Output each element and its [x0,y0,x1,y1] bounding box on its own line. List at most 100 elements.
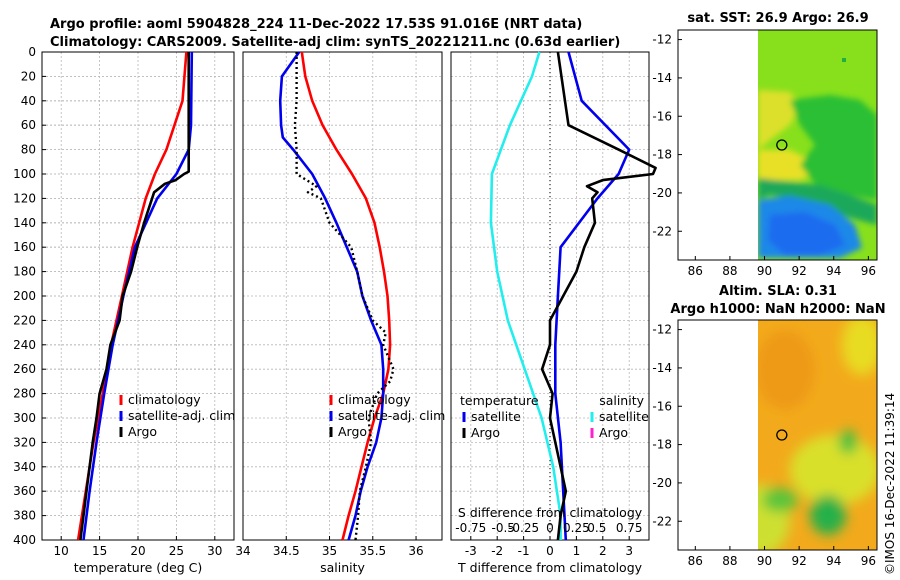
y-tick-label: 320 [13,435,36,449]
y-tick-label: 400 [13,533,36,547]
sst-dot [842,58,846,62]
legend-label: satellite [471,409,521,424]
x-tick-label: 1 [573,544,581,558]
x-axis-label: salinity [320,560,365,575]
x-tick-label: 34.5 [273,544,300,558]
map-y-tick-label: -14 [652,71,672,85]
y-tick-label: 140 [13,216,36,230]
map-y-tick-label: -14 [652,361,672,375]
sla-map-frame [677,319,878,551]
legend-label: Argo [599,425,628,440]
map-x-tick-label: 86 [688,554,703,568]
top-tick-label: -0.25 [508,521,539,535]
header-line2: Climatology: CARS2009. Satellite-adj cli… [50,35,620,50]
salinity-satellite-line [489,51,562,540]
map-y-tick-label: -12 [652,33,672,47]
legend-label: Argo [338,424,367,439]
x-tick-label: 15 [92,544,107,558]
legend-label: climatology [338,392,411,407]
sst-argo-marker [776,139,788,151]
top-tick-label: -0.75 [455,521,486,535]
map-y-tick-label: -20 [652,476,672,490]
x-tick-label: -2 [491,544,503,558]
map-x-tick-label: 92 [791,554,806,568]
y-tick-label: 380 [13,509,36,523]
y-tick-label: 300 [13,411,36,425]
map-x-tick-label: 88 [722,264,737,278]
map-y-tick-label: -12 [652,323,672,337]
sla-map: 86 88 90 92 94 96 -12 -14 -16 -18 -20 -22 [652,319,878,568]
map-y-tick-label: -18 [652,148,672,162]
sla-green-patch-3 [810,495,846,535]
sla-orange-band [758,330,815,410]
y-tick-label: 120 [13,191,36,205]
sla-map-title1: Altim. SLA: 0.31 [719,284,837,299]
map-y-tick-label: -16 [652,399,672,413]
y-tick-label: 340 [13,460,36,474]
top-tick-label: -0.5 [491,521,514,535]
salinity-panel: 34 34.5 35 35.5 36 salinity climatologysatelli… [235,51,445,575]
sst-warm-patch [758,90,800,150]
map-x-tick-label: 96 [861,554,876,568]
map-x-tick-label: 90 [757,554,772,568]
legend-label: satellite [599,409,649,424]
x-tick-label: -1 [518,544,530,558]
x-tick-label: 10 [54,544,69,558]
y-tick-label: 240 [13,338,36,352]
map-x-tick-label: 94 [826,264,841,278]
sst-warm-patch-2 [758,150,830,185]
x-tick-label: 0 [546,544,554,558]
sst-map-frame [677,29,878,261]
top-tick-label: 0.75 [616,521,643,535]
map-x-tick-label: 86 [688,264,703,278]
map-y-tick-label: -22 [652,514,672,528]
climatology-line [300,51,392,541]
y-tick-label: 80 [21,143,36,157]
x-tick-label: 2 [599,544,607,558]
legend-title-salinity: salinity [599,393,644,408]
x-tick-label: 25 [169,544,184,558]
map-x-tick-label: 96 [861,264,876,278]
x-axis-label: temperature (deg C) [74,560,203,575]
legend-title-temperature: temperature [460,393,539,408]
temperature-panel: 10 15 20 25 30020406080100120140160180200220… [13,45,235,575]
sla-yellow-patch-2 [790,435,877,505]
top-axis-label: S difference from climatology [458,505,643,520]
x-tick-label: 3 [625,544,633,558]
y-tick-label: 40 [21,94,36,108]
x-tick-label: 20 [130,544,145,558]
temperature-satellite-line [553,51,631,541]
y-tick-label: 0 [28,45,36,59]
header-line1: Argo profile: aoml 5904828_224 11-Dec-20… [50,17,582,32]
sst-map-title: sat. SST: 26.9 Argo: 26.9 [687,11,868,26]
sla-yellow-patch-1 [842,320,877,375]
x-tick-label: 30 [207,544,222,558]
y-tick-label: 220 [13,313,36,327]
x-tick-label: 35.5 [359,544,386,558]
top-tick-label: 0.25 [563,521,590,535]
y-tick-label: 260 [13,362,36,376]
temperature-argo-line [540,51,657,541]
sla-green-patch-2 [762,488,798,512]
y-tick-label: 180 [13,265,36,279]
sst-mid-green [758,178,877,225]
sla-argo-marker [776,429,788,441]
map-y-tick-label: -20 [652,186,672,200]
sst-map: 86 88 90 92 94 96 -12 -14 -16 -18 -20 -22 [652,29,878,278]
sla-map-title2: Argo h1000: NaN h2000: NaN [670,302,885,317]
legend-label: satellite-adj. clim [128,408,235,423]
x-tick-label: -3 [465,544,477,558]
top-tick-label: 0 [546,521,554,535]
panel-frame [41,51,235,541]
y-tick-label: 60 [21,118,36,132]
difference-panel: -3 -2 -1 0 1 2 3 T difference from climatology S… [450,51,657,575]
y-tick-label: 160 [13,240,36,254]
legend-label: satellite-adj. clim [338,408,445,423]
imos-watermark: ©IMOS 16-Dec-2022 11:39:14 [883,393,897,575]
map-y-tick-label: -18 [652,438,672,452]
map-x-tick-label: 94 [826,554,841,568]
sst-cold-core [768,212,845,255]
map-x-tick-label: 88 [722,554,737,568]
y-tick-label: 280 [13,387,36,401]
y-tick-label: 100 [13,167,36,181]
